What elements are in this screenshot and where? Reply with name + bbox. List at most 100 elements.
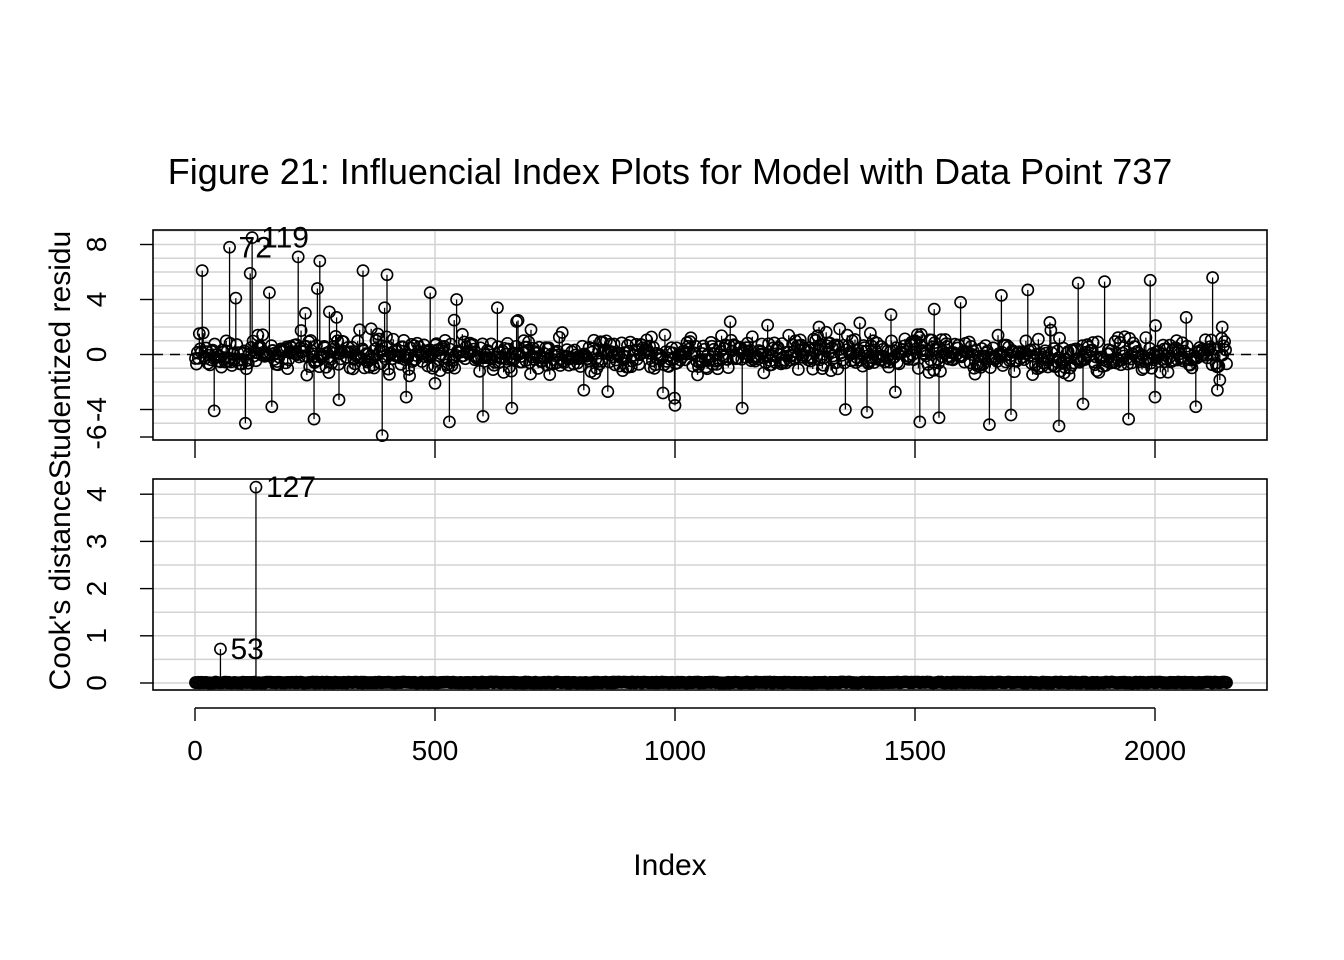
residual-point: [239, 362, 253, 376]
residual-point: [375, 429, 389, 443]
residual-point: [447, 313, 461, 327]
residual-point: [1052, 419, 1066, 433]
residual-point: [313, 254, 327, 268]
cooks-y-tick-label: 2: [81, 581, 112, 597]
residual-point: [298, 306, 312, 320]
x-tick-label: 0: [187, 735, 203, 766]
residual-point: [954, 295, 967, 309]
residual-y-tick-label: 0: [81, 347, 112, 363]
residual-point: [811, 329, 824, 343]
residual-point: [1170, 334, 1183, 348]
x-axis-label: Index: [633, 849, 706, 882]
x-tick-label: 500: [412, 735, 459, 766]
residuals-panel-frame: [152, 229, 1268, 441]
residual-point: [761, 318, 775, 332]
residual-point: [1031, 332, 1045, 346]
residual-point: [423, 286, 437, 300]
residual-point: [510, 315, 523, 328]
residual-point: [863, 326, 877, 340]
residual-point: [291, 250, 305, 264]
cooks-gridlines: [153, 479, 1267, 690]
residuals-y-ticks: -6 -4 0 4 8: [81, 237, 153, 450]
residual-point: [1076, 397, 1090, 411]
residual-point: [991, 328, 1005, 342]
residual-point: [310, 339, 323, 352]
residual-point: [444, 337, 458, 351]
residual-point: [380, 330, 393, 344]
cooks-point: [1220, 676, 1233, 689]
cooks-point-labels: 53 127: [230, 471, 316, 666]
residual-point: [294, 324, 308, 337]
x-axis-ticks: 0 500 1000 1500 2000: [187, 707, 1186, 766]
cooks-points: [189, 480, 1233, 690]
x-tick-label: 1500: [884, 735, 946, 766]
residual-point: [934, 364, 947, 378]
residual-point: [755, 337, 769, 351]
residual-point: [1220, 357, 1233, 371]
residual-point: [735, 401, 749, 415]
residual-point: [1107, 355, 1121, 368]
cooks-y-axis-label: Cook's distance: [44, 480, 77, 691]
residual-point: [1218, 335, 1231, 349]
residual-point: [207, 404, 221, 418]
residual-point: [476, 409, 490, 423]
residual-point: [524, 323, 538, 337]
residual-point: [1044, 323, 1058, 337]
residual-point: [983, 418, 996, 432]
residual-point: [832, 340, 846, 353]
residual-point: [593, 357, 607, 371]
residual-point: [1091, 335, 1105, 349]
residual-point: [913, 415, 927, 429]
residual-point: [995, 288, 1008, 302]
chart-title: Figure 21: Influencial Index Plots for M…: [168, 151, 1173, 192]
residual-point: [310, 282, 324, 295]
residual-point: [1215, 320, 1229, 334]
cooks-panel-frame: [152, 478, 1268, 691]
residual-point: [658, 328, 672, 342]
residual-point: [378, 301, 391, 315]
residual-y-tick-label: -6: [81, 425, 112, 450]
residual-point: [810, 349, 823, 363]
residual-point: [601, 385, 615, 399]
residual-point: [501, 336, 514, 350]
residual-point: [367, 361, 381, 375]
residuals-x-tick-marks: [194, 440, 1156, 458]
residual-point: [884, 308, 898, 322]
cooks-point-label: 53: [230, 633, 263, 666]
residual-point: [490, 301, 504, 315]
residual-point: [927, 302, 941, 316]
x-tick-label: 2000: [1124, 735, 1186, 766]
residual-point: [599, 334, 613, 348]
residual-point: [245, 231, 259, 245]
residual-point: [1180, 339, 1194, 353]
residual-point: [1206, 271, 1219, 284]
cooks-y-ticks: 0 1 2 3 4: [81, 486, 153, 691]
cooks-point: [214, 642, 227, 656]
residual-point: [403, 369, 416, 383]
residual-point: [243, 266, 257, 280]
residual-point: [805, 350, 819, 364]
residual-point: [196, 326, 210, 340]
residual-point: [380, 268, 394, 282]
residual-point: [238, 416, 252, 430]
cooks-y-tick-label: 0: [81, 675, 112, 691]
residual-point: [1043, 315, 1057, 329]
residual-point: [979, 339, 992, 353]
residual-point: [691, 368, 704, 382]
residual-point: [788, 352, 801, 365]
residual-point: [256, 328, 270, 342]
residual-point: [450, 293, 463, 306]
residual-point: [371, 327, 385, 341]
residual-point: [230, 338, 244, 351]
residual-point: [372, 332, 386, 346]
residual-point: [1148, 390, 1162, 404]
cooks-y-tick-label: 4: [81, 486, 112, 502]
residual-point: [307, 412, 321, 426]
residual-point: [473, 364, 487, 378]
residual-point: [577, 383, 591, 397]
residual-point: [442, 415, 456, 429]
residual-point: [1122, 412, 1135, 426]
residuals-y-axis-label: Studentized residu: [44, 231, 77, 480]
residual-point-label: 119: [261, 222, 309, 255]
